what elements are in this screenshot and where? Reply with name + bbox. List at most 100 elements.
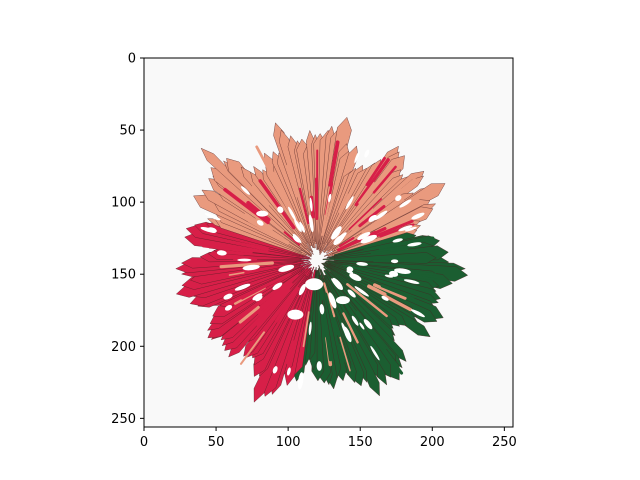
streak-red-petals bbox=[372, 165, 397, 194]
gap bbox=[381, 295, 389, 301]
gap bbox=[223, 293, 233, 300]
streak-green-petals bbox=[322, 311, 333, 362]
x-tick-label: 0 bbox=[140, 435, 148, 450]
gap bbox=[308, 321, 312, 336]
y-axis: 0 50 100 150 200 250 bbox=[111, 52, 144, 427]
gap bbox=[332, 277, 343, 290]
streak-red-petals bbox=[371, 219, 414, 239]
gap bbox=[216, 250, 227, 256]
gap bbox=[346, 266, 354, 272]
gap bbox=[272, 366, 278, 374]
center-gap bbox=[256, 210, 269, 217]
gap bbox=[333, 234, 345, 245]
streak-red-petals bbox=[328, 140, 340, 187]
petal-light-petals bbox=[279, 129, 315, 249]
gap bbox=[403, 279, 420, 284]
gap bbox=[411, 212, 425, 220]
gap bbox=[390, 259, 399, 264]
gap bbox=[394, 268, 411, 274]
streak-red-petals bbox=[262, 300, 278, 317]
x-tick-label: 150 bbox=[348, 435, 373, 450]
streak-light-petals bbox=[219, 261, 274, 269]
streak-green-petals bbox=[345, 265, 363, 270]
gap bbox=[252, 293, 263, 301]
streak-green-petals bbox=[337, 343, 345, 364]
gap bbox=[364, 149, 370, 158]
gap bbox=[368, 214, 377, 222]
streak-red-petals bbox=[221, 254, 244, 257]
petal-gaps bbox=[200, 149, 425, 390]
x-tick-label: 250 bbox=[492, 435, 517, 450]
center-gap bbox=[287, 309, 304, 320]
streak-red-petals bbox=[246, 200, 271, 222]
streak-light-petals bbox=[302, 311, 310, 348]
y-tick-label: 200 bbox=[111, 340, 136, 355]
gap bbox=[204, 213, 221, 221]
gap bbox=[292, 233, 302, 243]
gap bbox=[392, 238, 403, 243]
gap bbox=[357, 232, 371, 240]
streak-light-petals bbox=[228, 271, 245, 276]
petal-red-petals bbox=[253, 266, 315, 403]
petal-green-petals bbox=[325, 269, 407, 362]
gap bbox=[241, 186, 250, 195]
gap bbox=[309, 197, 313, 212]
gap bbox=[331, 226, 342, 240]
gap bbox=[359, 322, 365, 330]
center-gap bbox=[305, 278, 324, 291]
gap bbox=[389, 270, 399, 277]
streak-light-petals bbox=[239, 331, 266, 365]
streak-green-petals bbox=[355, 310, 387, 351]
streak-red-petals bbox=[223, 187, 270, 225]
streak-light-petals bbox=[268, 167, 293, 212]
streak-light-petals bbox=[361, 209, 401, 234]
gap bbox=[256, 220, 264, 226]
streak-light-petals bbox=[321, 198, 331, 236]
streak-light-petals bbox=[247, 218, 290, 245]
streak-light-petals bbox=[338, 193, 351, 214]
gap bbox=[234, 283, 251, 291]
gap bbox=[370, 345, 380, 361]
center-gap bbox=[335, 296, 350, 305]
gap bbox=[294, 219, 302, 233]
gap bbox=[407, 242, 422, 247]
gap bbox=[298, 283, 306, 296]
gap bbox=[277, 206, 284, 213]
gap bbox=[354, 286, 369, 297]
y-tick-label: 50 bbox=[119, 124, 136, 139]
y-tick-label: 100 bbox=[111, 196, 136, 211]
streak-red-petals bbox=[298, 187, 310, 225]
streak-red-petals bbox=[202, 244, 253, 254]
axes-frame bbox=[143, 57, 514, 428]
streak-green-petals bbox=[324, 292, 338, 336]
gap bbox=[288, 206, 297, 221]
gap bbox=[347, 289, 356, 298]
streak-red-petals bbox=[258, 179, 296, 230]
gap bbox=[345, 196, 354, 210]
streak-red-petals bbox=[348, 198, 383, 230]
gap bbox=[237, 258, 252, 262]
petal-red-petals bbox=[175, 260, 310, 298]
gap bbox=[328, 193, 332, 203]
gap bbox=[319, 304, 325, 315]
image-plot-area bbox=[144, 58, 513, 427]
streak-red-petals bbox=[274, 286, 300, 323]
streak-green-petals bbox=[370, 248, 409, 255]
streak-light-petals bbox=[339, 336, 351, 372]
streak-light-petals bbox=[238, 305, 260, 324]
gap bbox=[224, 305, 233, 311]
streak-light-petals bbox=[384, 295, 413, 312]
streak-red-petals bbox=[283, 231, 301, 246]
gap bbox=[363, 318, 373, 330]
streak-red-petals bbox=[241, 272, 292, 300]
gap bbox=[360, 234, 377, 244]
streak-light-petals bbox=[374, 176, 418, 212]
streak-red-petals bbox=[260, 302, 279, 322]
x-tick-label: 200 bbox=[420, 435, 445, 450]
streak-light-petals bbox=[251, 185, 270, 206]
streak-red-petals bbox=[365, 156, 386, 187]
gap bbox=[384, 274, 393, 278]
gap bbox=[297, 372, 304, 390]
streak-red-petals bbox=[338, 236, 355, 248]
